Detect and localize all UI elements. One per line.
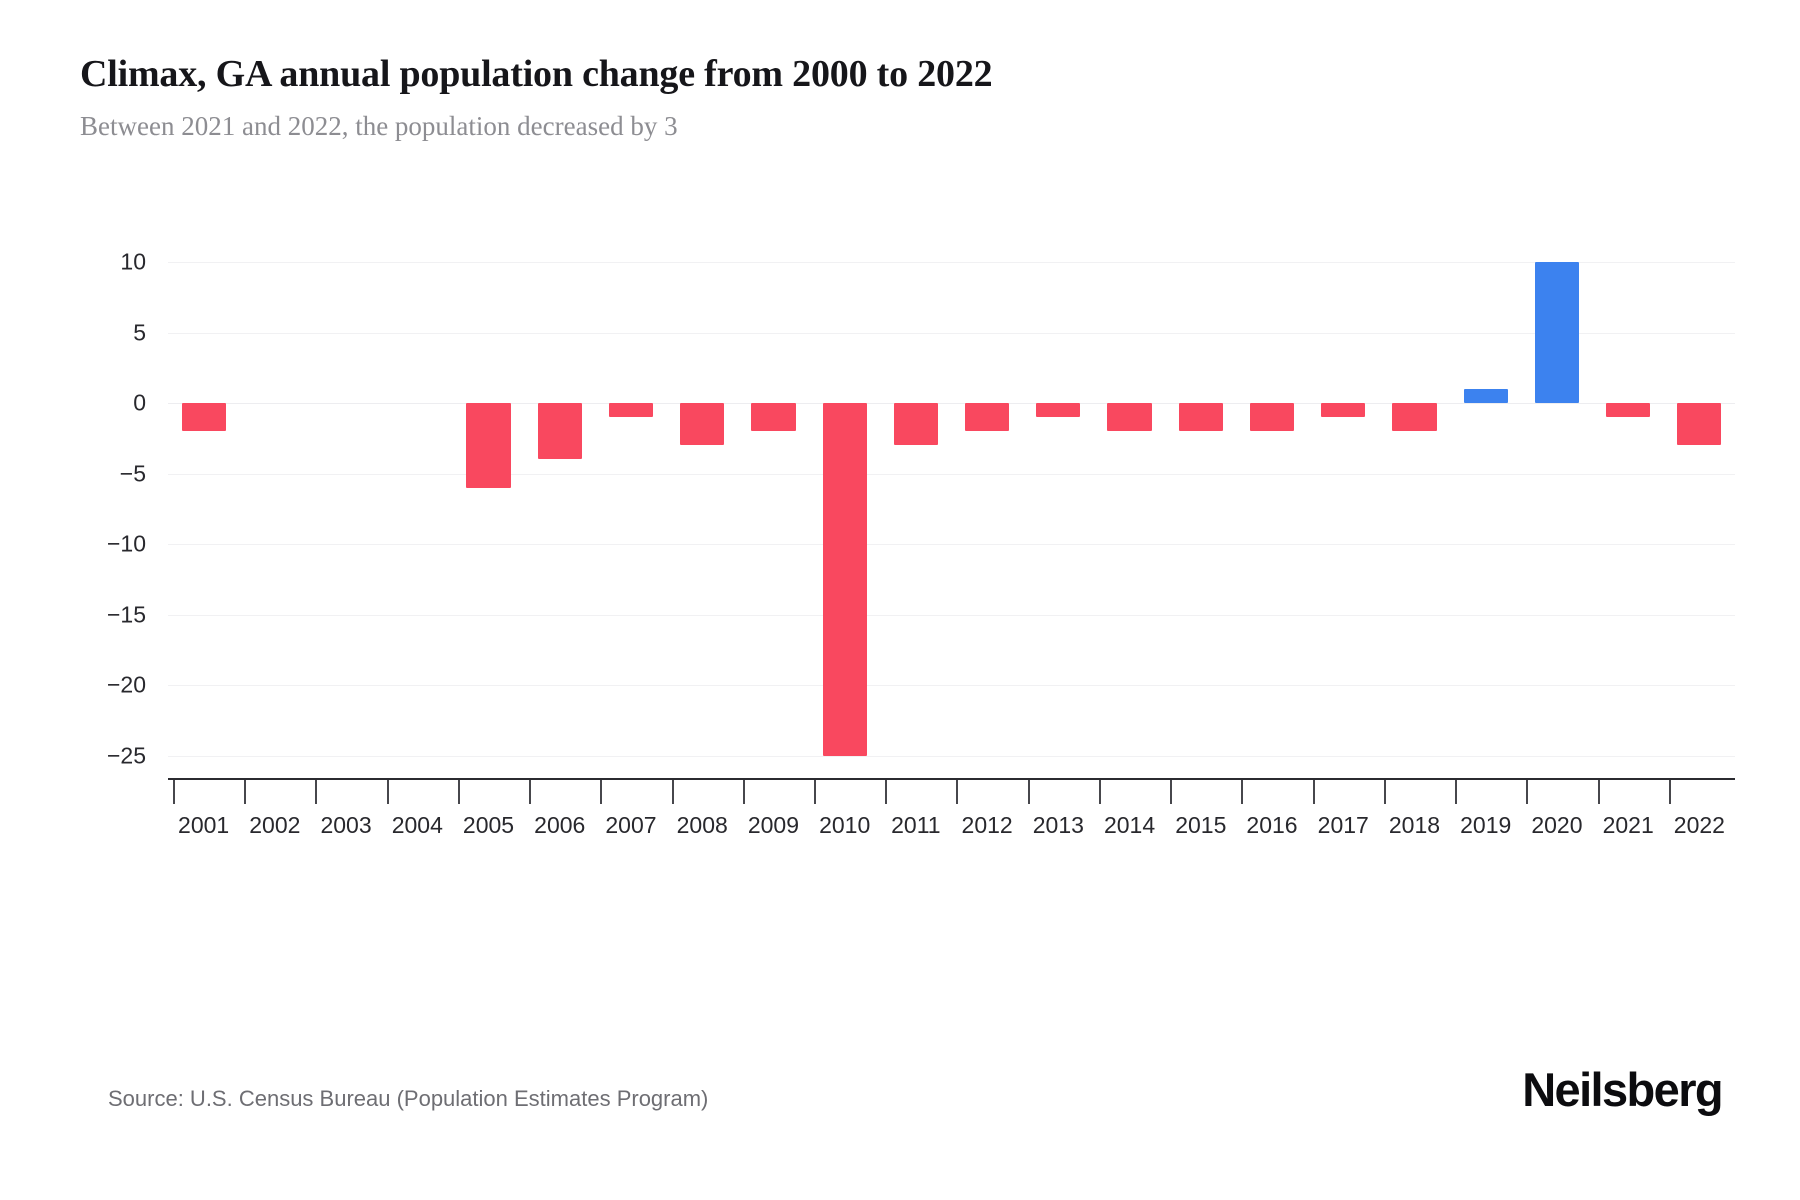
grid-line-neg15	[168, 614, 1735, 616]
x-axis-tick	[1597, 780, 1600, 804]
x-axis-tick-label-2004: 2004	[391, 812, 443, 838]
x-axis-tick-label-2016: 2016	[1246, 812, 1298, 838]
x-axis-tick-label-2005: 2005	[462, 812, 515, 838]
x-axis-tick	[1383, 780, 1386, 804]
grid-line-0	[168, 403, 1735, 404]
x-axis-tick	[1526, 780, 1529, 804]
bar-2020[interactable]	[1534, 262, 1579, 403]
x-axis-tick-label-2015: 2015	[1175, 812, 1227, 838]
bar-2010[interactable]	[822, 403, 867, 756]
x-axis-tick	[671, 780, 674, 804]
x-axis-tick-label-2020: 2020	[1531, 812, 1583, 838]
y-axis-tick-label: 5	[133, 319, 146, 345]
x-axis-tick-label-2018: 2018	[1388, 812, 1441, 838]
bar-2016[interactable]	[1249, 403, 1295, 432]
bar-2021[interactable]	[1606, 403, 1651, 418]
source-note: Source: U.S. Census Bureau (Population E…	[108, 1086, 709, 1111]
x-axis-tick	[386, 780, 389, 804]
x-axis-tick	[956, 780, 959, 804]
y-axis-tick-label: −20	[106, 671, 146, 698]
x-axis-tick-label-2021: 2021	[1602, 812, 1654, 838]
x-axis-tick-label-2002: 2002	[249, 812, 301, 838]
x-axis-tick-label-2011: 2011	[891, 812, 941, 838]
x-axis-tick	[244, 780, 247, 804]
x-axis-tick	[1027, 780, 1030, 804]
chart-header: Climax, GA annual population change from…	[80, 52, 1720, 142]
bar-2007[interactable]	[608, 403, 654, 418]
bar-2011[interactable]	[893, 403, 938, 446]
bar-2012[interactable]	[965, 403, 1010, 432]
page-title: Climax, GA annual population change from…	[80, 53, 993, 95]
x-axis-line	[168, 778, 1735, 780]
x-axis-tick	[1455, 780, 1458, 804]
x-axis-tick-label-2012: 2012	[961, 812, 1013, 838]
grid-line-neg5	[168, 473, 1735, 475]
bar-2019[interactable]	[1463, 388, 1508, 403]
chart-subtitle: Between 2021 and 2022, the population de…	[80, 111, 678, 141]
bar-2014[interactable]	[1107, 403, 1152, 432]
x-axis-tick-label-2008: 2008	[676, 812, 728, 838]
x-axis-tick	[600, 780, 603, 804]
brand-logo: Neilsberg	[1522, 1063, 1723, 1116]
x-axis-tick-label-2001: 2001	[178, 812, 230, 838]
y-axis-tick-label: −25	[106, 742, 146, 768]
bar-2005[interactable]	[466, 403, 511, 488]
x-axis-tick	[457, 780, 460, 804]
x-axis-tick	[814, 780, 817, 804]
grid-line-neg25	[168, 755, 1735, 757]
x-axis-tick	[172, 780, 175, 804]
bar-2022[interactable]	[1677, 403, 1722, 446]
y-axis-tick-label: 0	[133, 389, 146, 416]
x-axis-tick-label-2006: 2006	[534, 812, 586, 838]
x-axis-tick-label-2003: 2003	[320, 812, 372, 838]
x-axis-tick	[1668, 780, 1671, 804]
bar-2013[interactable]	[1036, 403, 1081, 418]
bar-2017[interactable]	[1321, 403, 1366, 418]
bar-2008[interactable]	[680, 403, 725, 446]
x-axis-tick-label-2010: 2010	[819, 812, 871, 838]
bar-2006[interactable]	[537, 403, 582, 460]
grid-line-5	[168, 332, 1735, 334]
x-axis-tick	[1098, 780, 1101, 804]
x-axis-tick	[315, 780, 318, 804]
x-axis-tick	[885, 780, 888, 804]
y-axis-tick-label: −10	[106, 530, 146, 557]
x-axis-tick	[1241, 780, 1244, 804]
x-axis-tick	[1170, 780, 1173, 804]
grid-line-10	[168, 262, 1735, 263]
bar-2015[interactable]	[1178, 403, 1223, 432]
x-axis-tick-label-2017: 2017	[1317, 812, 1369, 838]
y-axis-tick-label: 10	[120, 248, 146, 275]
bar-2001[interactable]	[181, 403, 226, 432]
bar-2018[interactable]	[1392, 403, 1437, 432]
x-axis-tick	[529, 780, 532, 804]
x-axis-tick-label-2019: 2019	[1460, 812, 1512, 838]
x-axis-tick-label-2009: 2009	[747, 812, 800, 838]
x-axis-tick-label-2022: 2022	[1673, 812, 1725, 838]
x-axis-tick-label-2013: 2013	[1032, 812, 1084, 838]
grid-line-neg10	[168, 544, 1735, 545]
x-axis-tick	[1312, 780, 1315, 804]
x-axis-tick	[742, 780, 745, 804]
x-axis-tick-label-2007: 2007	[605, 812, 657, 838]
bar-2009[interactable]	[751, 403, 796, 432]
y-axis-tick-label: −5	[119, 460, 146, 486]
grid-line-neg20	[168, 685, 1735, 686]
y-axis-tick-label: −15	[106, 601, 146, 627]
x-axis-tick-label-2014: 2014	[1103, 812, 1156, 838]
